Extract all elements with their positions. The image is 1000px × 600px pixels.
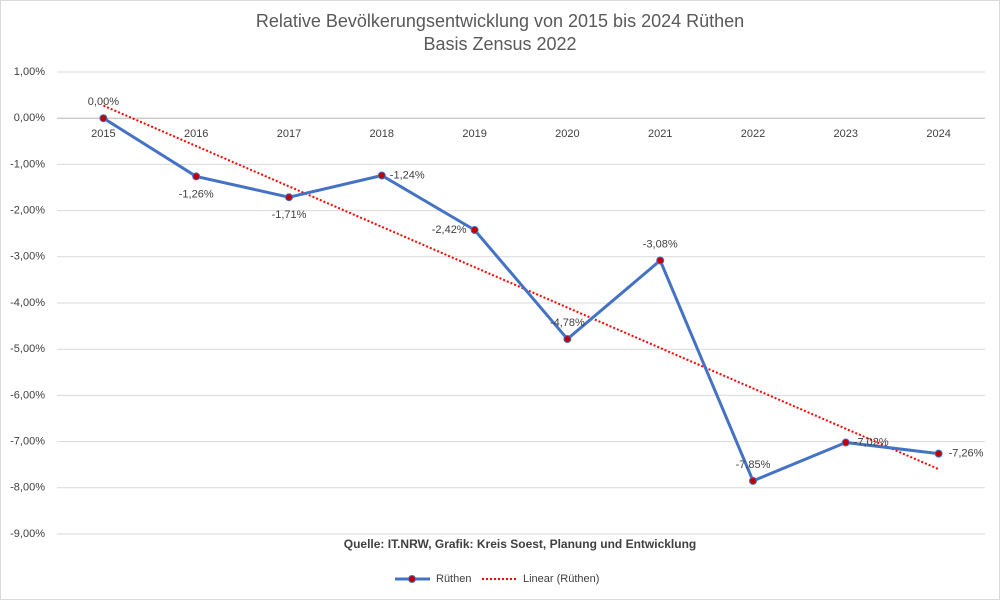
source-note: Quelle: IT.NRW, Grafik: Kreis Soest, Pla… <box>344 537 697 551</box>
data-label: 0,00% <box>88 96 119 108</box>
y-tick-label: -8,00% <box>10 482 45 494</box>
data-line <box>102 116 939 483</box>
legend-marker <box>408 575 416 583</box>
data-label: -1,26% <box>179 188 214 200</box>
data-point <box>656 256 665 265</box>
y-tick-label: -2,00% <box>10 205 45 217</box>
data-point <box>377 171 386 180</box>
x-tick-label: 2024 <box>926 128 950 140</box>
x-tick-label: 2022 <box>741 128 765 140</box>
data-point <box>99 114 108 123</box>
data-label: -1,71% <box>272 209 307 221</box>
data-label: -4,78% <box>550 317 585 329</box>
data-label: -1,24% <box>390 169 425 181</box>
x-tick-label: 2018 <box>370 128 394 140</box>
chart-title: Relative Bevölkerungsentwicklung von 201… <box>256 11 744 31</box>
y-tick-label: -4,00% <box>10 297 45 309</box>
x-tick-label: 2020 <box>555 128 579 140</box>
y-tick-label: 1,00% <box>14 66 45 78</box>
y-tick-label: -3,00% <box>10 251 45 263</box>
data-point <box>563 335 572 344</box>
y-tick-label: -5,00% <box>10 343 45 355</box>
y-tick-label: -6,00% <box>10 389 45 401</box>
data-label: -3,08% <box>643 238 678 250</box>
legend-label: Rüthen <box>436 573 471 585</box>
y-tick-label: -7,00% <box>10 436 45 448</box>
data-label: -7,85% <box>736 459 771 471</box>
data-point <box>470 226 479 235</box>
data-point <box>841 438 850 447</box>
data-label: -7,02% <box>854 436 889 448</box>
data-point <box>934 449 943 458</box>
data-label: -2,42% <box>432 224 467 236</box>
legend-label: Linear (Rüthen) <box>523 573 599 585</box>
chart-subtitle: Basis Zensus 2022 <box>423 34 576 54</box>
data-point <box>192 172 201 181</box>
x-tick-label: 2021 <box>648 128 672 140</box>
x-tick-label: 2016 <box>184 128 208 140</box>
data-label: -7,26% <box>949 448 984 460</box>
y-tick-label: -1,00% <box>10 158 45 170</box>
x-tick-label: 2019 <box>462 128 486 140</box>
data-point <box>749 476 757 485</box>
y-tick-label: 0,00% <box>14 112 45 124</box>
x-tick-label: 2023 <box>834 128 858 140</box>
data-point <box>285 193 293 202</box>
y-tick-label: -9,00% <box>10 528 45 540</box>
x-tick-label: 2017 <box>277 128 301 140</box>
x-tick-label: 2015 <box>91 128 115 140</box>
